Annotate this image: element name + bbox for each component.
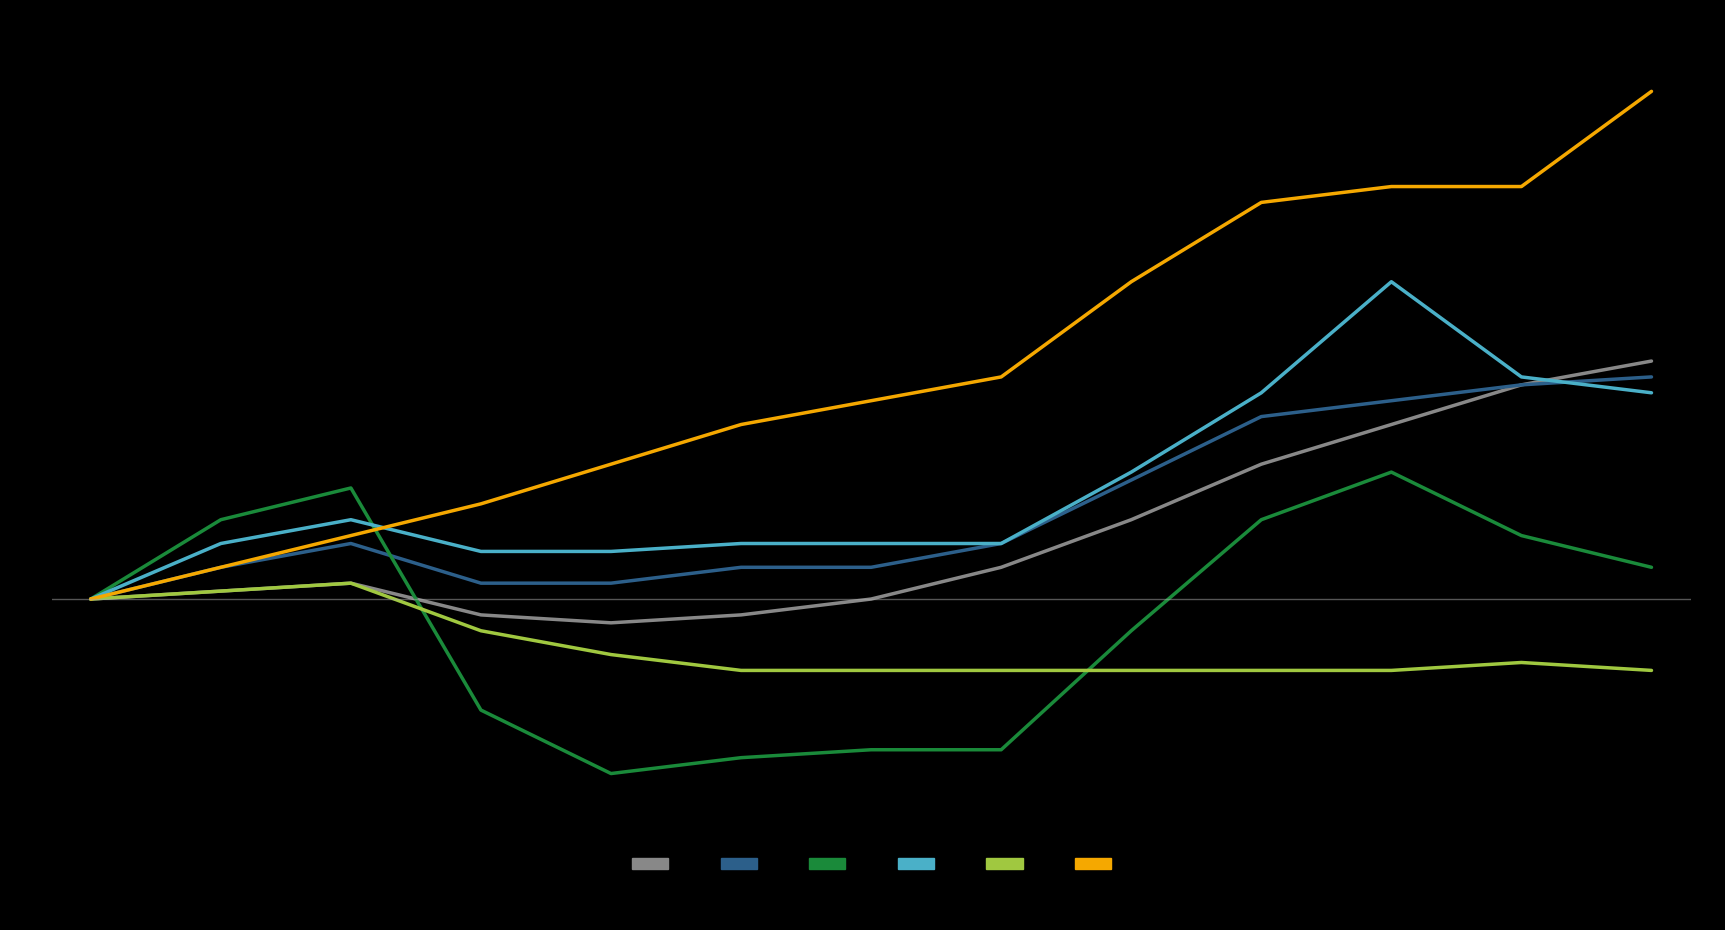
Legend: , , , , , : , , , , , (626, 851, 1116, 878)
